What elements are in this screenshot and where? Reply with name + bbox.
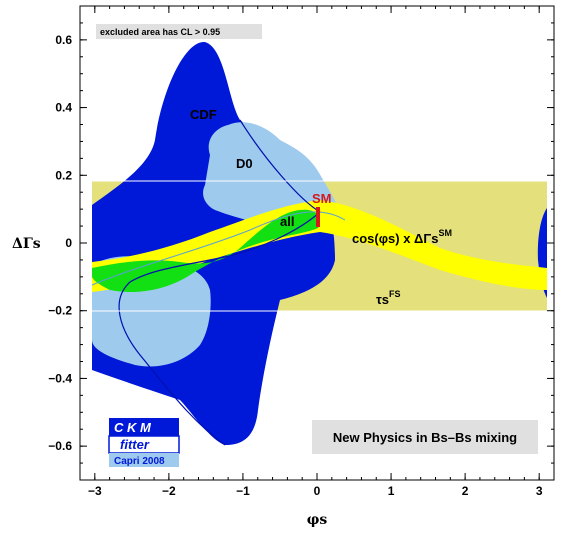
cdf-contour-line [118,119,322,446]
y-tick-label: −0.6 [48,439,72,453]
sm-marker [316,207,320,227]
cl-note: excluded area has CL > 0.95 [100,27,220,37]
x-tick-label: 3 [536,484,543,498]
y-tick-label: 0.4 [55,101,72,115]
x-tick-label: −2 [162,484,176,498]
y-axis-label: ΔΓs [12,236,41,252]
cl-note-box [96,24,262,39]
all-region [92,209,320,293]
label-d0: D0 [236,156,253,171]
y-axis: −0.6 −0.4 −0.2 0 0.2 0.4 0.6 [48,5,554,481]
y-tick-label: 0.6 [55,33,72,47]
x-tick-label: −3 [88,484,102,498]
logo-line1: C K M [114,420,152,435]
logo-line3: Capri 2008 [114,456,165,467]
ckmfitter-logo: C K M fitter Capri 2008 [108,418,180,467]
x-tick-label: 1 [388,484,395,498]
label-sm: SM [312,191,332,206]
y-tick-label: 0.2 [55,168,72,182]
label-cos-band: cos(φs) x ΔΓsSM [352,228,452,246]
y-tick-label: 0 [65,236,72,250]
label-all: all [280,214,294,229]
label-cdf: CDF [190,107,217,122]
plot-area [91,41,547,446]
y-tick-label: −0.4 [48,371,72,385]
x-axis-label: φs [307,512,328,528]
logo-line2: fitter [120,437,150,452]
x-tick-label: −1 [236,484,250,498]
x-tick-label: 0 [314,484,321,498]
np-box [312,420,538,454]
x-axis: −3 −2 −1 0 1 2 3 [79,6,555,498]
y-tick-label: −0.2 [48,304,72,318]
label-tau-band: τsFS [376,289,401,307]
np-text: New Physics in Bs–Bs mixing [333,430,517,445]
x-tick-label: 2 [462,484,469,498]
